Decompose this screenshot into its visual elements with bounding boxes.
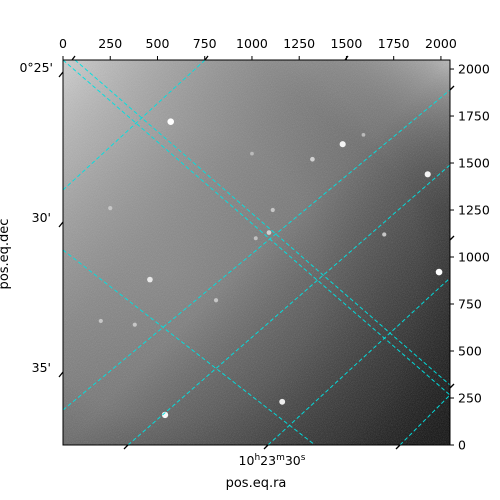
sources-layer xyxy=(98,118,443,419)
wcs-tick-mark xyxy=(58,221,64,228)
right-tick-label: 500 xyxy=(458,344,482,359)
source-point xyxy=(132,322,137,327)
wcs-tick-mark xyxy=(263,444,269,450)
top-tick-label: 1750 xyxy=(378,36,410,51)
right-tick-label: 1750 xyxy=(458,109,490,124)
source-point xyxy=(310,156,315,162)
source-point xyxy=(250,151,254,156)
source-point xyxy=(167,118,175,125)
sky-image xyxy=(63,60,450,445)
wcs-ticks xyxy=(58,55,455,450)
y-axis-label: pos.eq.dec xyxy=(0,219,12,290)
top-tick-label: 1000 xyxy=(236,36,268,51)
ra-tick-label: 10h23m30s xyxy=(239,453,306,468)
wcs-tick-mark xyxy=(204,55,209,61)
source-point xyxy=(382,232,387,237)
source-point xyxy=(424,171,431,178)
source-point xyxy=(435,268,443,276)
source-point xyxy=(253,236,258,241)
source-point xyxy=(266,230,272,235)
grid-line xyxy=(74,60,450,386)
wcs-tick-mark xyxy=(344,55,349,61)
wcs-tick-mark xyxy=(449,383,455,389)
source-point xyxy=(213,298,219,303)
top-tick-label: 2000 xyxy=(425,36,457,51)
grid-line xyxy=(267,277,450,445)
source-point xyxy=(270,207,275,213)
wcs-tick-mark xyxy=(395,444,401,450)
source-point xyxy=(161,411,169,419)
wcs-tick-mark xyxy=(58,71,64,78)
wcs-tick-mark xyxy=(449,235,455,241)
source-point xyxy=(147,276,153,283)
grid-line xyxy=(399,394,450,445)
source-point xyxy=(108,206,113,211)
right-pixel-axis: 0 250 500 750 1000 1250 1500 1750 2000 xyxy=(450,62,490,453)
right-tick-label: 750 xyxy=(458,297,482,312)
dec-tick-label-3: 35' xyxy=(32,360,51,375)
grid-line xyxy=(63,249,316,445)
x-axis-label: pos.eq.ra xyxy=(226,476,287,491)
top-tick-label: 1500 xyxy=(331,36,363,51)
right-tick-label: 1500 xyxy=(458,156,490,171)
top-pixel-axis: 0 250 500 750 1000 1250 1500 1750 2000 xyxy=(59,36,457,60)
source-point xyxy=(339,141,346,148)
source-point xyxy=(279,398,286,405)
image-noise xyxy=(63,60,450,445)
top-tick-label: 500 xyxy=(146,36,170,51)
wcs-tick-mark xyxy=(58,371,64,378)
source-point xyxy=(98,318,103,324)
top-tick-label: 0 xyxy=(59,36,67,51)
top-tick-label: 250 xyxy=(98,36,122,51)
top-tick-label: 1250 xyxy=(283,36,315,51)
plot-frame xyxy=(62,59,451,446)
right-tick-label: 250 xyxy=(458,391,482,406)
right-tick-label: 2000 xyxy=(458,62,490,77)
grid-line xyxy=(63,89,450,411)
wcs-tick-mark xyxy=(123,444,129,450)
coordinate-grid xyxy=(63,60,450,445)
grid-line xyxy=(63,60,450,396)
right-tick-label: 0 xyxy=(458,438,466,453)
source-point xyxy=(361,132,366,137)
top-tick-label: 750 xyxy=(193,36,217,51)
wcs-tick-mark xyxy=(449,85,455,91)
dec-tick-label-2: 30' xyxy=(32,210,51,225)
right-tick-label: 1000 xyxy=(458,250,490,265)
dec-tick-label-1: 0°25' xyxy=(19,60,53,75)
right-tick-label: 1250 xyxy=(458,203,490,218)
wcs-tick-mark xyxy=(71,55,76,61)
